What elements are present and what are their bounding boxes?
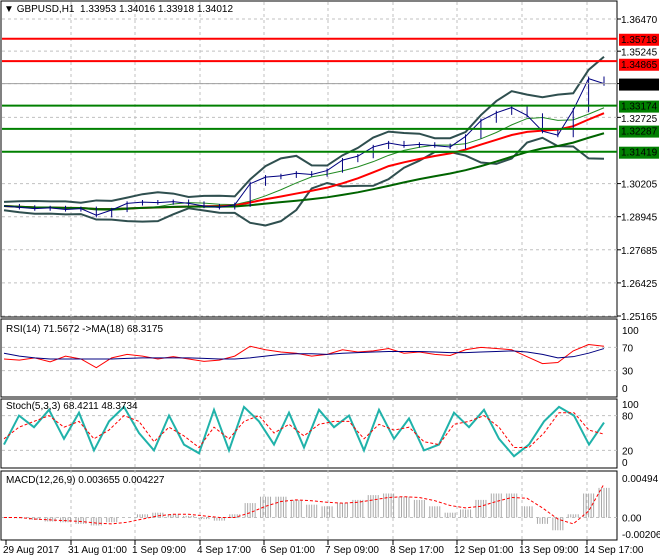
macd-label: MACD(12,26,9) 0.003655 0.004227 bbox=[6, 475, 165, 486]
rsi-tick: 70 bbox=[622, 343, 634, 354]
stoch-k-line bbox=[3, 405, 605, 458]
price-tick-label: 1.35245 bbox=[621, 47, 658, 58]
stoch-tick: 0 bbox=[622, 458, 628, 469]
macd-tick: 0.00 bbox=[622, 513, 642, 524]
level-label-bg bbox=[619, 33, 659, 46]
bollinger-upper bbox=[3, 56, 605, 204]
ma-short bbox=[3, 107, 605, 211]
rsi-ma-line bbox=[3, 348, 605, 360]
rsi-tick: 0 bbox=[622, 384, 628, 395]
panel-border bbox=[0, 318, 618, 398]
price-tick-label: 1.36470 bbox=[621, 15, 658, 26]
time-label: 8 Sep 17:00 bbox=[390, 545, 444, 556]
current-price-label-bg bbox=[619, 78, 659, 91]
stoch-tick: 100 bbox=[622, 400, 639, 411]
level-label: 1.31419 bbox=[621, 148, 658, 159]
current-price-label: 1.34012 bbox=[621, 80, 658, 91]
time-label: 31 Aug 01:00 bbox=[68, 545, 127, 556]
level-label-bg bbox=[619, 146, 659, 159]
price-tick-label: 1.30205 bbox=[621, 180, 658, 191]
price-line bbox=[3, 78, 605, 216]
time-label: 29 Aug 2017 bbox=[3, 545, 60, 556]
ma-long bbox=[3, 132, 605, 211]
panel-border bbox=[0, 470, 618, 541]
rsi-label: RSI(14) 71.5672 ->MA(18) 68.3175 bbox=[6, 324, 164, 335]
open-value: 1.33953 bbox=[80, 4, 117, 15]
macd-signal-line bbox=[4, 483, 605, 525]
price-tick-label: 1.32725 bbox=[621, 114, 658, 125]
rsi-line bbox=[3, 343, 605, 369]
time-label: 12 Sep 01:00 bbox=[454, 545, 514, 556]
time-label: 6 Sep 01:00 bbox=[261, 545, 315, 556]
price-tick-label: 1.26425 bbox=[621, 279, 658, 290]
price-tick-label: 1.27685 bbox=[621, 246, 658, 257]
panel-border bbox=[0, 0, 618, 318]
stoch-label: Stoch(5,3,3) 68.4211 48.3734 bbox=[6, 401, 138, 412]
stoch-tick: 80 bbox=[622, 412, 634, 423]
rsi-tick: 30 bbox=[622, 367, 634, 378]
macd-tick: 0.00494 bbox=[622, 474, 659, 485]
chart-title-bar: ▼ GBPUSD,H1 1.33953 1.34016 1.33918 1.34… bbox=[4, 4, 233, 15]
panel-border bbox=[0, 398, 618, 469]
price-tick-label: 1.28945 bbox=[621, 213, 658, 224]
level-label-bg bbox=[619, 125, 659, 138]
rsi-tick: 100 bbox=[622, 326, 639, 337]
price-tick-label: 1.25165 bbox=[621, 312, 658, 323]
time-label: 13 Sep 09:00 bbox=[519, 545, 579, 556]
time-label: 14 Sep 17:00 bbox=[584, 545, 644, 556]
time-label: 1 Sep 09:00 bbox=[132, 545, 186, 556]
symbol-label: GBPUSD,H1 bbox=[16, 4, 75, 15]
level-label-bg bbox=[619, 100, 659, 113]
time-label: 4 Sep 17:00 bbox=[197, 545, 251, 556]
low-value: 1.33918 bbox=[157, 4, 195, 15]
level-label: 1.32287 bbox=[621, 127, 658, 138]
close-value: 1.34012 bbox=[196, 4, 234, 15]
level-label: 1.33174 bbox=[621, 102, 658, 113]
time-label: 7 Sep 09:00 bbox=[325, 545, 379, 556]
stoch-tick: 20 bbox=[622, 446, 634, 457]
triangle-down-icon[interactable]: ▼ bbox=[4, 4, 14, 15]
level-label: 1.34865 bbox=[621, 60, 658, 71]
macd-tick: -0.002068 bbox=[622, 530, 660, 541]
level-label: 1.35718 bbox=[621, 35, 658, 46]
level-label-bg bbox=[619, 58, 659, 71]
stoch-d-line bbox=[3, 412, 605, 449]
high-value: 1.34016 bbox=[118, 4, 156, 15]
